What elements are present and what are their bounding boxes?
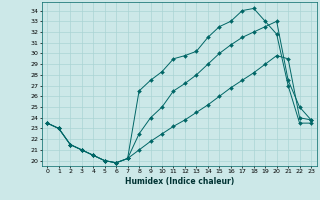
X-axis label: Humidex (Indice chaleur): Humidex (Indice chaleur) <box>124 177 234 186</box>
